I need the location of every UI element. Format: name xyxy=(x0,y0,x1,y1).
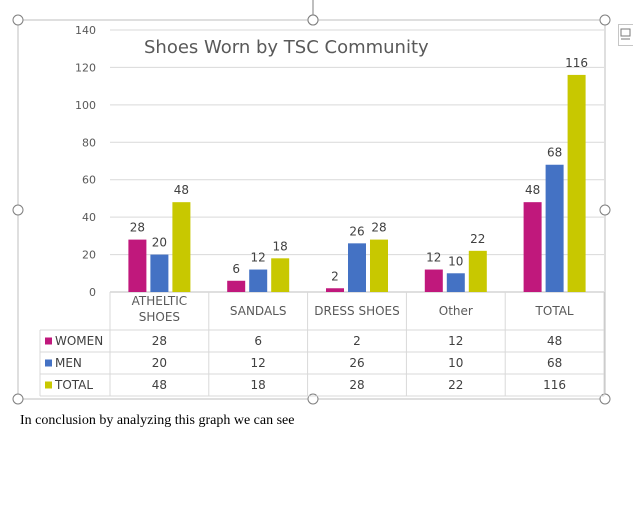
legend-key xyxy=(45,381,52,389)
resize-handle[interactable] xyxy=(599,204,611,216)
bar-women-2[interactable] xyxy=(227,280,246,292)
y-tick-label: 40 xyxy=(82,211,96,224)
bar-chart[interactable]: Shoes Worn by TSC Community 0 20 40 60 80 100… xyxy=(0,0,633,410)
bar-women-4[interactable] xyxy=(424,269,443,292)
bar-men-1[interactable] xyxy=(150,254,169,292)
data-label: 2 xyxy=(331,269,339,283)
resize-handle[interactable] xyxy=(12,14,24,26)
table-cell: 20 xyxy=(152,356,167,370)
data-label: 18 xyxy=(273,239,288,253)
bar-total-2[interactable] xyxy=(271,258,290,292)
x-category-label: ATHELTIC xyxy=(132,294,188,308)
data-label: 48 xyxy=(525,183,540,197)
y-tick-label: 120 xyxy=(75,61,96,74)
data-label: 28 xyxy=(371,221,386,235)
table-cell: 68 xyxy=(547,356,562,370)
y-tick-label: 20 xyxy=(82,249,96,262)
y-tick-label: 100 xyxy=(75,99,96,112)
bar-total-3[interactable] xyxy=(370,239,388,292)
data-label: 116 xyxy=(565,56,588,70)
table-cell: 12 xyxy=(448,334,463,348)
table-cell: 2 xyxy=(353,334,361,348)
table-cell: 12 xyxy=(251,356,266,370)
table-cell: 18 xyxy=(251,378,266,392)
table-cell: 28 xyxy=(349,378,364,392)
bar-men-2[interactable] xyxy=(249,269,268,292)
data-label: 12 xyxy=(426,251,441,265)
table-cell: 26 xyxy=(349,356,364,370)
data-label: 10 xyxy=(448,254,463,268)
resize-handle[interactable] xyxy=(599,14,611,26)
data-label: 12 xyxy=(251,251,266,265)
table-cell: 116 xyxy=(543,378,566,392)
rotate-handle[interactable] xyxy=(307,14,319,26)
legend-key xyxy=(45,359,52,367)
table-cell: 22 xyxy=(448,378,463,392)
x-category-label: SHOES xyxy=(139,310,180,324)
legend-label: MEN xyxy=(55,356,82,370)
table-cell: 28 xyxy=(152,334,167,348)
data-label: 22 xyxy=(470,232,485,246)
bar-men-3[interactable] xyxy=(348,243,366,292)
table-cell: 48 xyxy=(152,378,167,392)
layout-options-icon[interactable] xyxy=(618,24,633,46)
resize-handle[interactable] xyxy=(12,393,24,405)
data-label: 6 xyxy=(232,262,240,276)
table-cell: 6 xyxy=(254,334,262,348)
x-category-label: TOTAL xyxy=(535,304,574,318)
x-category-label: DRESS SHOES xyxy=(314,304,400,318)
data-label: 28 xyxy=(130,221,145,235)
table-cell: 48 xyxy=(547,334,562,348)
bar-women-3[interactable] xyxy=(326,288,344,292)
resize-handle[interactable] xyxy=(12,204,24,216)
document-paragraph: In conclusion by analyzing this graph we… xyxy=(20,413,295,428)
legend-label: WOMEN xyxy=(55,334,103,348)
data-label: 20 xyxy=(152,236,167,250)
data-label: 26 xyxy=(349,224,364,238)
y-tick-label: 80 xyxy=(82,136,96,149)
legend-key xyxy=(45,337,52,345)
data-label: 68 xyxy=(547,146,562,160)
x-category-label: Other xyxy=(439,304,473,318)
x-category-label: SANDALS xyxy=(230,304,287,318)
chart-border xyxy=(17,19,606,400)
y-tick-label: 60 xyxy=(82,174,96,187)
bar-total-4[interactable] xyxy=(468,250,487,292)
chart-object[interactable]: Shoes Worn by TSC Community 0 20 40 60 80 100… xyxy=(0,0,633,410)
table-cell: 10 xyxy=(448,356,463,370)
bar-total-5[interactable] xyxy=(567,74,586,293)
legend-label: TOTAL xyxy=(54,378,93,392)
bar-men-4[interactable] xyxy=(446,273,465,292)
bar-women-1[interactable] xyxy=(128,239,147,292)
data-label: 48 xyxy=(174,183,189,197)
bar-total-1[interactable] xyxy=(172,202,191,292)
bar-women-5[interactable] xyxy=(523,202,542,292)
chart-title: Shoes Worn by TSC Community xyxy=(144,37,429,58)
y-tick-label: 140 xyxy=(75,24,96,37)
bar-men-5[interactable] xyxy=(545,164,564,292)
y-tick-label: 0 xyxy=(89,286,96,299)
